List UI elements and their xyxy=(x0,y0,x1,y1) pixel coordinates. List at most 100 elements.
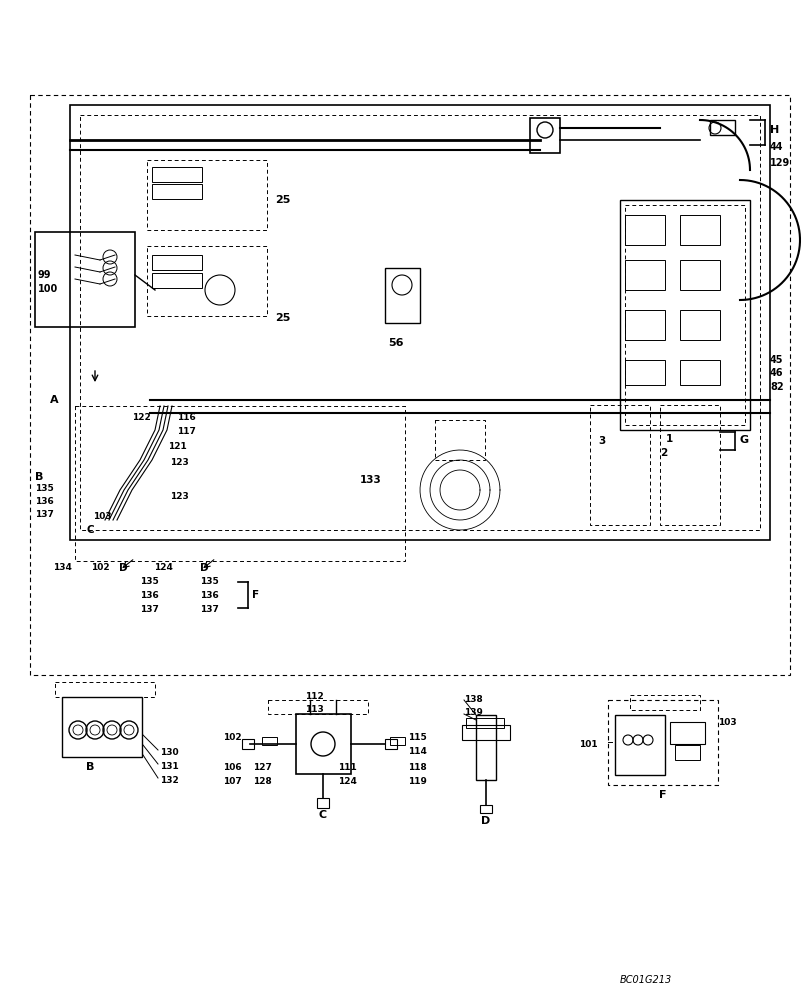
Text: 124: 124 xyxy=(154,563,173,572)
Text: H: H xyxy=(769,125,779,135)
Bar xyxy=(152,167,202,182)
Text: 124: 124 xyxy=(337,777,357,786)
Text: 123: 123 xyxy=(169,492,188,501)
Bar xyxy=(389,737,405,745)
Text: D: D xyxy=(200,563,208,573)
Text: 106: 106 xyxy=(223,763,242,772)
Bar xyxy=(262,737,277,745)
Text: 137: 137 xyxy=(139,605,159,614)
Bar xyxy=(614,715,664,775)
Bar xyxy=(80,115,759,530)
Bar xyxy=(461,725,509,740)
Bar xyxy=(30,95,789,675)
Bar xyxy=(466,718,504,728)
Bar xyxy=(435,420,484,460)
Bar xyxy=(55,682,155,697)
Bar xyxy=(669,722,704,744)
Text: C: C xyxy=(87,525,95,535)
Bar xyxy=(475,715,496,780)
Text: F: F xyxy=(251,590,259,600)
Bar xyxy=(242,739,254,749)
Text: 112: 112 xyxy=(304,692,323,701)
Text: 137: 137 xyxy=(200,605,219,614)
Text: 135: 135 xyxy=(200,577,218,586)
Text: 115: 115 xyxy=(407,733,427,742)
Text: 138: 138 xyxy=(463,695,483,704)
Text: 114: 114 xyxy=(407,747,427,756)
Bar xyxy=(679,215,719,245)
Bar xyxy=(607,700,717,785)
Text: 107: 107 xyxy=(223,777,242,786)
Bar xyxy=(268,700,367,714)
Bar xyxy=(62,697,142,757)
Bar xyxy=(629,695,699,710)
Bar xyxy=(152,273,202,288)
Text: 102: 102 xyxy=(223,733,242,742)
Text: 134: 134 xyxy=(53,563,72,572)
Bar xyxy=(152,255,202,270)
Text: 122: 122 xyxy=(132,413,151,422)
Text: 128: 128 xyxy=(253,777,272,786)
Text: G: G xyxy=(739,435,749,445)
Bar xyxy=(296,714,350,774)
Bar xyxy=(659,405,719,525)
Text: F: F xyxy=(659,790,666,800)
Text: 25: 25 xyxy=(275,195,290,205)
Bar xyxy=(679,360,719,385)
Bar xyxy=(620,200,749,430)
Text: 1: 1 xyxy=(665,434,672,444)
Bar xyxy=(679,260,719,290)
Bar xyxy=(384,268,419,323)
Text: 103: 103 xyxy=(93,512,111,521)
Text: 135: 135 xyxy=(139,577,159,586)
Text: 129: 129 xyxy=(769,158,789,168)
Text: 25: 25 xyxy=(275,313,290,323)
Bar xyxy=(674,745,699,760)
Text: 117: 117 xyxy=(177,427,195,436)
Text: D: D xyxy=(119,563,127,573)
Bar xyxy=(624,215,664,245)
Text: 56: 56 xyxy=(388,338,403,348)
Bar xyxy=(147,160,267,230)
Text: 123: 123 xyxy=(169,458,188,467)
Text: 130: 130 xyxy=(160,748,178,757)
Bar xyxy=(152,184,202,199)
Text: 113: 113 xyxy=(304,705,323,714)
Bar xyxy=(624,205,744,425)
Text: 119: 119 xyxy=(407,777,427,786)
Text: 101: 101 xyxy=(579,740,597,749)
Text: 103: 103 xyxy=(717,718,736,727)
Text: 99: 99 xyxy=(38,270,51,280)
Text: 136: 136 xyxy=(35,497,54,506)
Text: B: B xyxy=(86,762,94,772)
Text: 137: 137 xyxy=(35,510,54,519)
Bar xyxy=(35,232,135,327)
Bar xyxy=(709,120,734,135)
Text: 100: 100 xyxy=(38,284,58,294)
Text: B: B xyxy=(35,472,43,482)
Text: 82: 82 xyxy=(769,382,783,392)
Text: 121: 121 xyxy=(168,442,187,451)
Text: 44: 44 xyxy=(769,142,783,152)
Text: 2: 2 xyxy=(659,448,667,458)
Bar xyxy=(530,118,560,153)
Text: 46: 46 xyxy=(769,368,783,378)
Bar xyxy=(679,310,719,340)
Text: 131: 131 xyxy=(160,762,178,771)
Text: 3: 3 xyxy=(597,436,604,446)
Bar xyxy=(624,260,664,290)
Text: 132: 132 xyxy=(160,776,178,785)
Bar xyxy=(624,310,664,340)
Bar xyxy=(316,798,328,808)
Text: 116: 116 xyxy=(177,413,195,422)
Bar xyxy=(147,246,267,316)
Text: 136: 136 xyxy=(200,591,218,600)
Text: 111: 111 xyxy=(337,763,356,772)
Text: 136: 136 xyxy=(139,591,159,600)
Text: C: C xyxy=(319,810,327,820)
Bar xyxy=(590,405,649,525)
Bar xyxy=(384,739,397,749)
Text: 127: 127 xyxy=(253,763,272,772)
Text: 135: 135 xyxy=(35,484,54,493)
Text: A: A xyxy=(50,395,58,405)
